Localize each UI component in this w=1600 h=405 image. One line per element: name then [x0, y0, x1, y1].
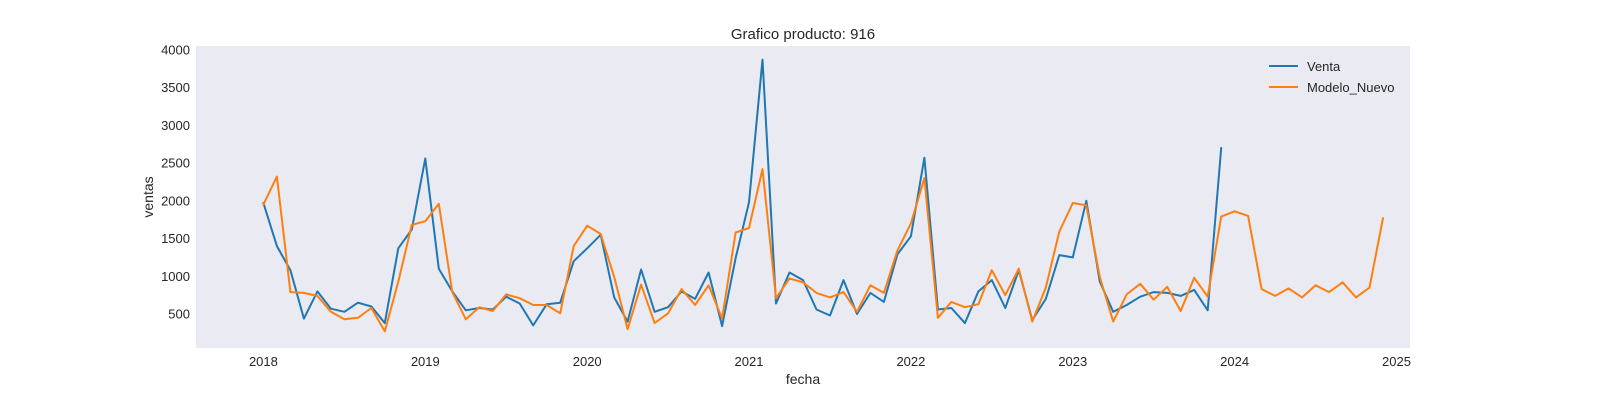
series-line-modelo-nuevo	[262, 168, 1384, 333]
x-tick-label: 2024	[1220, 354, 1249, 369]
plot-area	[196, 46, 1410, 348]
x-tick-label: 2022	[896, 354, 925, 369]
x-tick-label: 2021	[735, 354, 764, 369]
y-axis-label: ventas	[140, 176, 156, 217]
x-tick-label: 2023	[1058, 354, 1087, 369]
x-tick-label: 2020	[573, 354, 602, 369]
y-tick-label: 1500	[161, 231, 190, 246]
x-tick-label: 2019	[411, 354, 440, 369]
y-tick-label: 2000	[161, 193, 190, 208]
y-tick-label: 3000	[161, 118, 190, 133]
series-lines	[262, 58, 1384, 333]
y-tick-label: 1000	[161, 269, 190, 284]
x-tick-label: 2025	[1382, 354, 1411, 369]
legend-label: Venta	[1307, 59, 1341, 74]
y-tick-label: 500	[168, 307, 190, 322]
legend: Venta Modelo_Nuevo	[1269, 59, 1394, 95]
x-tick-label: 2018	[249, 354, 278, 369]
legend-label: Modelo_Nuevo	[1307, 80, 1394, 95]
y-tick-label: 3500	[161, 80, 190, 95]
x-axis-label: fecha	[786, 371, 820, 387]
tick-labels: 2018 2019 2020 2021 2022 2023 2024 2025 500 1000 1…	[161, 42, 1411, 369]
y-tick-label: 2500	[161, 156, 190, 171]
y-tick-label: 4000	[161, 42, 190, 57]
chart-title: Grafico producto: 916	[731, 26, 875, 43]
